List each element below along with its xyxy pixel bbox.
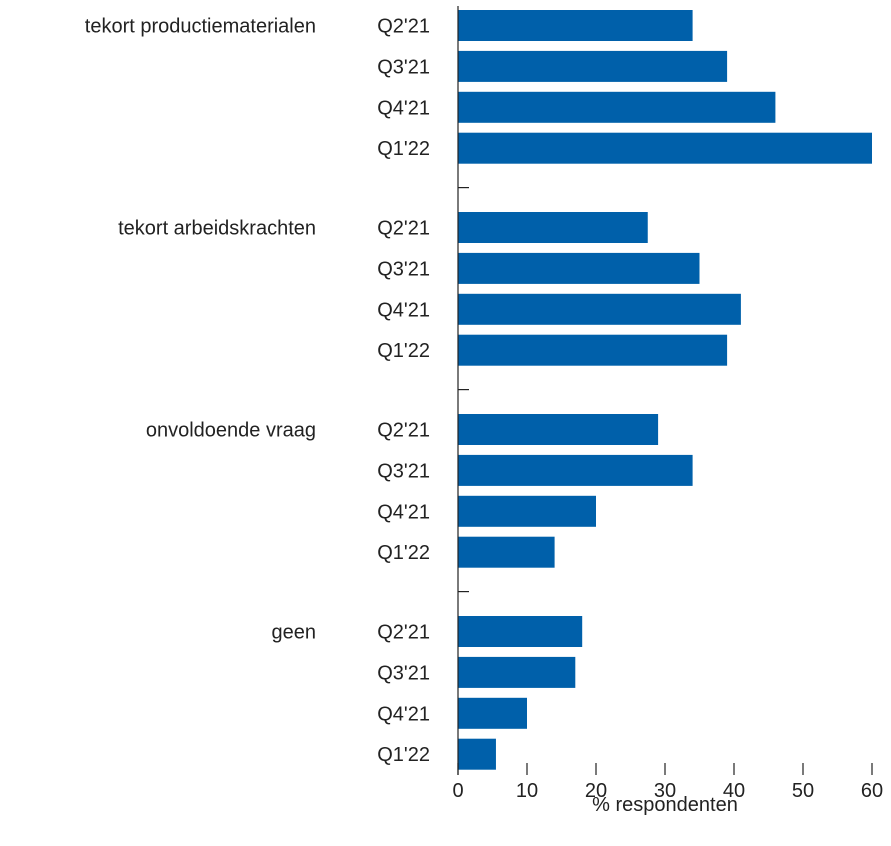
bar xyxy=(458,334,728,366)
bar xyxy=(458,252,700,284)
bar xyxy=(458,616,583,647)
bar xyxy=(458,495,596,527)
x-tick-label: 40 xyxy=(723,780,745,802)
x-tick-label: 50 xyxy=(792,780,814,802)
bar xyxy=(458,454,693,486)
x-tick-label: 0 xyxy=(452,780,463,802)
category-label: Q2'21 xyxy=(377,420,430,442)
group-labels-layer: tekort productiematerialen tekort arbeids… xyxy=(85,16,316,644)
category-label: Q2'21 xyxy=(377,16,430,38)
bar xyxy=(458,132,872,164)
category-label: Q3'21 xyxy=(377,258,430,280)
category-label: Q3'21 xyxy=(377,56,430,78)
category-label: Q4'21 xyxy=(377,703,430,725)
x-tick-label: 20 xyxy=(585,780,607,802)
bar xyxy=(458,91,776,123)
category-label: Q4'21 xyxy=(377,501,430,523)
category-label: Q4'21 xyxy=(377,299,430,321)
bar xyxy=(458,50,728,82)
bar xyxy=(458,212,648,243)
category-label: Q3'21 xyxy=(377,460,430,482)
category-label: Q1'22 xyxy=(377,340,430,362)
bar xyxy=(458,697,527,729)
bar xyxy=(458,10,693,41)
group-label: onvoldoende vraag xyxy=(146,420,316,442)
category-label: Q2'21 xyxy=(377,218,430,240)
category-label: Q2'21 xyxy=(377,622,430,644)
x-tick-label: 30 xyxy=(654,780,676,802)
group-label: tekort productiematerialen xyxy=(85,16,316,38)
x-axis-title: % respondenten xyxy=(592,794,738,816)
category-label: Q1'22 xyxy=(377,542,430,564)
category-label: Q1'22 xyxy=(377,138,430,160)
group-label: tekort arbeidskrachten xyxy=(118,218,316,240)
bar xyxy=(458,656,576,688)
category-label: Q3'21 xyxy=(377,662,430,684)
bar xyxy=(458,738,496,770)
group-label: geen xyxy=(272,622,317,644)
category-label: Q1'22 xyxy=(377,744,430,766)
bars-layer xyxy=(458,10,872,770)
x-tick-label: 10 xyxy=(516,780,538,802)
bar xyxy=(458,536,555,568)
x-tick-label: 60 xyxy=(861,780,883,802)
category-label: Q4'21 xyxy=(377,97,430,119)
bar xyxy=(458,293,741,325)
axes-layer: 0 10 20 30 40 50 60 xyxy=(452,6,883,802)
category-labels-layer: Q2'21 Q3'21 Q4'21 Q1'22 Q2'21 Q3'21 Q4'21 Q1'22… xyxy=(377,16,430,767)
bar xyxy=(458,414,659,445)
